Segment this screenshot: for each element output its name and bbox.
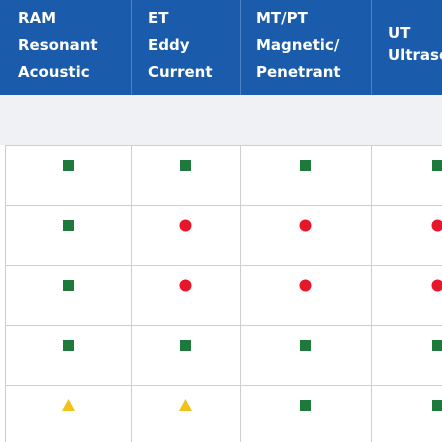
red-circle — [179, 219, 192, 232]
red-circle — [431, 279, 442, 292]
header-cell: RAM Resonant Acoustic — [18, 0, 130, 95]
green-square — [432, 340, 442, 351]
red-circle — [299, 279, 312, 292]
yellow-triangle — [62, 399, 75, 411]
spacer-band — [0, 95, 442, 145]
header-separator — [240, 0, 241, 95]
header-text: Acoustic — [18, 63, 90, 81]
green-square — [63, 280, 74, 291]
table-header: RAM Resonant Acoustic ET Eddy Current MT… — [0, 0, 442, 95]
header-text: UT — [388, 24, 411, 42]
header-separator — [131, 0, 132, 95]
header-text: Eddy — [148, 36, 190, 54]
green-square — [300, 340, 311, 351]
grid — [5, 145, 442, 442]
header-separator — [371, 0, 372, 95]
red-circle — [431, 219, 442, 232]
header-text: ET — [148, 9, 169, 27]
header-text: RAM — [18, 9, 57, 27]
green-square — [63, 220, 74, 231]
header-cell: ET Eddy Current — [148, 0, 238, 95]
header-text: Penetrant — [256, 63, 341, 81]
green-square — [180, 160, 191, 171]
green-square — [63, 160, 74, 171]
symbols — [62, 160, 442, 411]
table-body — [5, 145, 442, 442]
green-square — [180, 340, 191, 351]
yellow-triangle — [179, 399, 192, 411]
header-text: Magnetic/ — [256, 36, 340, 54]
green-square — [300, 400, 311, 411]
green-square — [300, 160, 311, 171]
header-text: MT/PT — [256, 9, 308, 27]
header-text: Resonant — [18, 36, 98, 54]
header-text: Current — [148, 63, 213, 81]
green-square — [432, 160, 442, 171]
red-circle — [299, 219, 312, 232]
green-square — [63, 340, 74, 351]
header-cell: UT Ultrasonic — [388, 0, 442, 95]
green-square — [432, 400, 442, 411]
header-cell: MT/PT Magnetic/ Penetrant — [256, 0, 370, 95]
red-circle — [179, 279, 192, 292]
header-text: Ultrasonic — [388, 46, 442, 64]
